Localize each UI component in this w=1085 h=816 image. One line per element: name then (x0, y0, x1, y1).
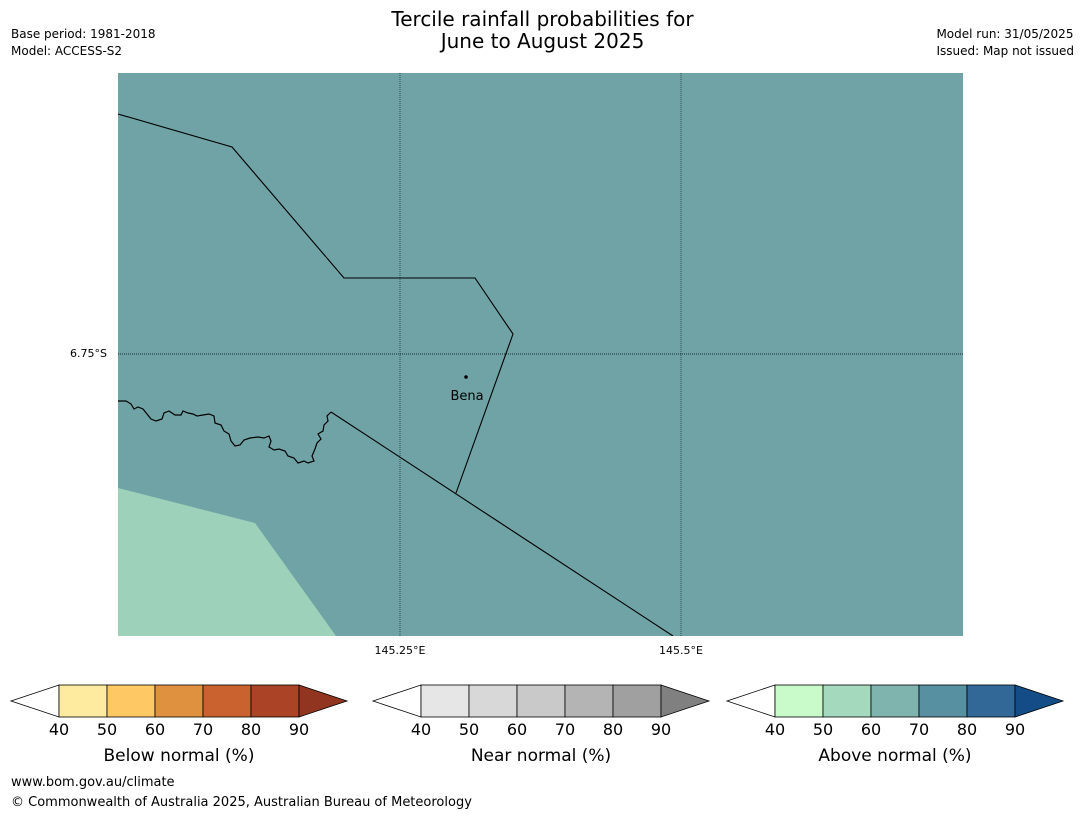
legend-2-bin-1 (822, 684, 872, 718)
base-period-text: Base period: 1981-2018 (11, 27, 156, 41)
map-canvas[interactable]: Bena (118, 73, 963, 636)
legend-2-tick-label: 80 (957, 720, 977, 739)
legend-1-min-extension (371, 684, 422, 718)
footer-copyright: © Commonwealth of Australia 2025, Austra… (11, 795, 472, 810)
legend-1-tick-label: 60 (507, 720, 527, 739)
province-boundary-south (330, 411, 674, 636)
legend-2-tick-label: 70 (909, 720, 929, 739)
legend-1-bin-0 (420, 684, 470, 718)
legend-0-bin-4 (250, 684, 300, 718)
legend-1-tick-label: 70 (555, 720, 575, 739)
legend-2-bin-2 (870, 684, 920, 718)
legend-0-tick-label: 80 (241, 720, 261, 739)
footer-url[interactable]: www.bom.gov.au/climate (11, 775, 175, 790)
legend-0-max-extension (298, 684, 349, 718)
legend-2-min-extension (725, 684, 776, 718)
lat-tick-label: 6.75°S (70, 347, 107, 360)
legend-0-tick-label: 90 (289, 720, 309, 739)
legend-0-bin-1 (106, 684, 156, 718)
legend-0-tick-label: 50 (97, 720, 117, 739)
legend-0-bin-2 (154, 684, 204, 718)
legend-1-bin-3 (564, 684, 614, 718)
legend-1-bin-2 (516, 684, 566, 718)
legend-1-tick-label: 80 (603, 720, 623, 739)
province-boundary-north (118, 113, 514, 494)
legend-2-tick-label: 90 (1005, 720, 1025, 739)
lon-tick-label-145-5: 145.5°E (659, 644, 703, 657)
legend-0-title: Below normal (%) (104, 746, 255, 766)
legend-colorbars: 40 50 60 70 80 90 Below normal (%) 40 50 60 70 80 90… (9, 684, 1065, 766)
legend-1-title: Near normal (%) (471, 746, 611, 766)
lower-left-probability-zone (118, 488, 336, 636)
map-title: Tercile rainfall probabilities for June … (0, 8, 1085, 52)
legend-2-title: Above normal (%) (818, 746, 971, 766)
place-label: Bena (450, 389, 483, 404)
lon-tick-label-145-25: 145.25°E (374, 644, 426, 657)
issued-text: Issued: Map not issued (936, 44, 1074, 58)
legend-1-tick-label: 50 (459, 720, 479, 739)
legend-2-bin-4 (966, 684, 1016, 718)
legend-1-bin-1 (468, 684, 518, 718)
legend-0-bin-0 (58, 684, 108, 718)
model-text: Model: ACCESS-S2 (11, 44, 123, 58)
legend-0-tick-label: 60 (145, 720, 165, 739)
international-border-coast (118, 400, 332, 464)
meta-right: Model run: 31/05/2025 Issued: Map not is… (936, 26, 1074, 60)
title-line-1: Tercile rainfall probabilities for (391, 7, 694, 31)
legend-0-tick-label: 70 (193, 720, 213, 739)
legend-0-bin-3 (202, 684, 252, 718)
legend-2-bin-0 (774, 684, 824, 718)
legend-0-min-extension (9, 684, 60, 718)
legend-1-max-extension (660, 684, 711, 718)
legend-2-tick-label: 40 (765, 720, 785, 739)
legend-1-tick-label: 40 (411, 720, 431, 739)
legend-2-bin-3 (918, 684, 968, 718)
model-run-text: Model run: 31/05/2025 (936, 27, 1074, 41)
legend-2-tick-label: 60 (861, 720, 881, 739)
legend-1-tick-label: 90 (651, 720, 671, 739)
title-line-2: June to August 2025 (440, 29, 645, 53)
legend-1-bin-4 (612, 684, 662, 718)
place-marker-dot[interactable] (464, 375, 468, 379)
legend-0-tick-label: 40 (49, 720, 69, 739)
meta-left: Base period: 1981-2018 Model: ACCESS-S2 (11, 26, 156, 60)
legend-2-tick-label: 50 (813, 720, 833, 739)
legend-2-max-extension (1014, 684, 1065, 718)
